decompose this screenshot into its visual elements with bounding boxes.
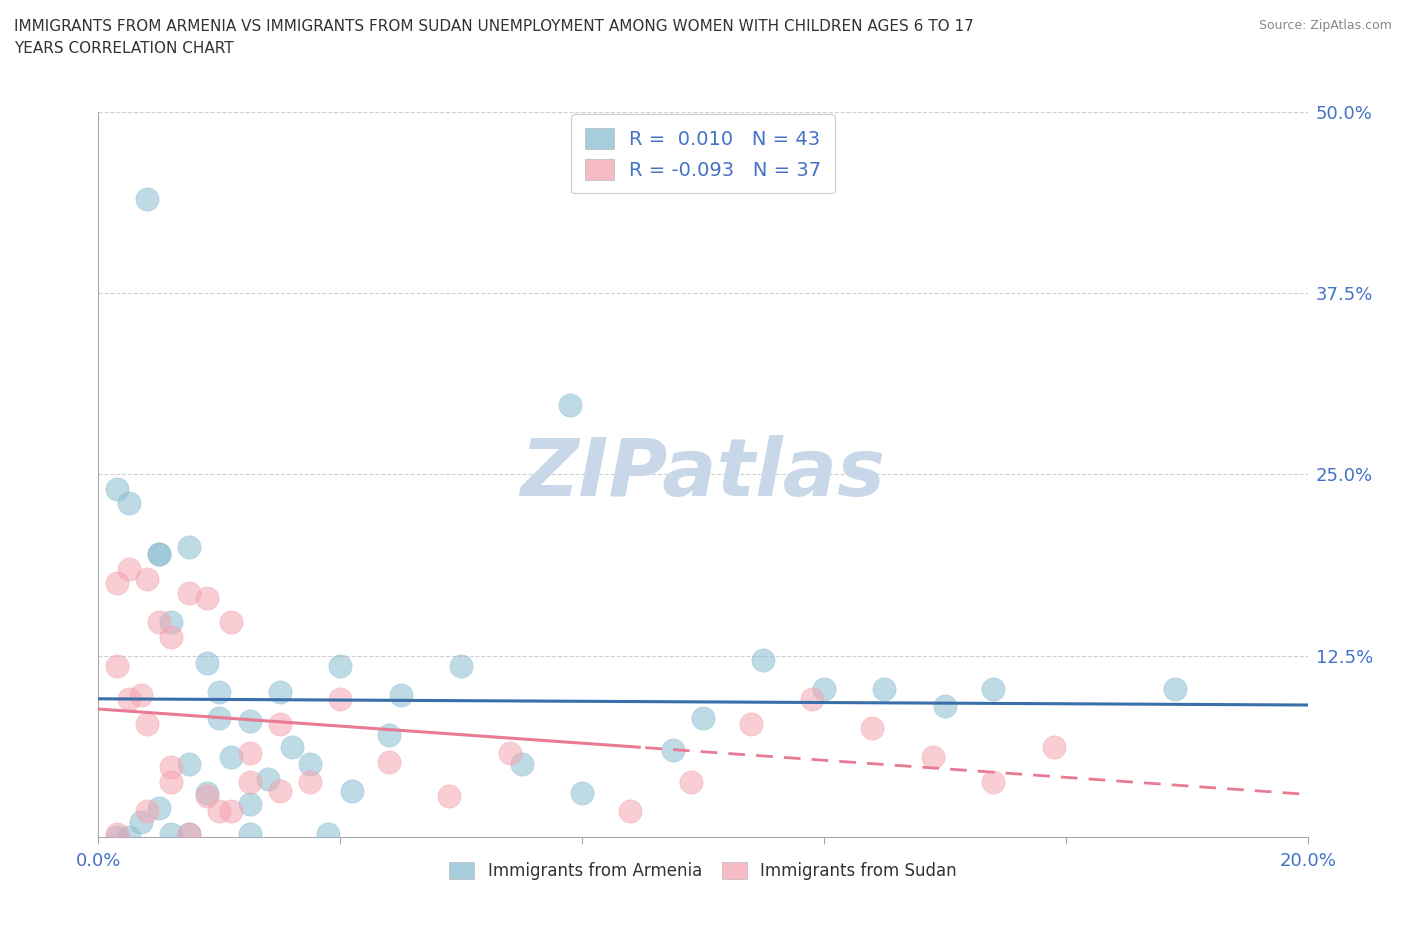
Point — [269, 716, 291, 731]
Text: Source: ZipAtlas.com: Source: ZipAtlas.com — [1258, 19, 1392, 32]
Point — [118, 561, 141, 576]
Text: IMMIGRANTS FROM ARMENIA VS IMMIGRANTS FROM SUDAN UNEMPLOYMENT AMONG WOMEN WITH C: IMMIGRANTS FROM ARMENIA VS IMMIGRANTS FR… — [14, 19, 974, 33]
Point — [299, 757, 322, 772]
Text: ZIPatlas: ZIPatlas — [520, 435, 886, 513]
Point — [558, 397, 581, 412]
Point — [179, 757, 201, 772]
Point — [269, 783, 291, 798]
Point — [135, 804, 157, 818]
Point — [437, 789, 460, 804]
Point — [179, 827, 201, 842]
Point — [329, 692, 352, 707]
Point — [377, 728, 399, 743]
Point — [105, 482, 128, 497]
Point — [377, 754, 399, 769]
Point — [281, 739, 304, 754]
Point — [118, 496, 141, 511]
Point — [981, 682, 1004, 697]
Point — [195, 591, 218, 605]
Point — [873, 682, 896, 697]
Point — [179, 827, 201, 842]
Point — [105, 830, 128, 844]
Point — [160, 775, 183, 790]
Text: YEARS CORRELATION CHART: YEARS CORRELATION CHART — [14, 41, 233, 56]
Point — [160, 630, 183, 644]
Point — [329, 658, 352, 673]
Point — [299, 775, 322, 790]
Point — [208, 684, 231, 699]
Point — [921, 750, 943, 764]
Point — [148, 547, 170, 562]
Point — [195, 786, 218, 801]
Point — [208, 804, 231, 818]
Point — [571, 786, 593, 801]
Point — [661, 742, 683, 757]
Point — [619, 804, 641, 818]
Point — [740, 716, 762, 731]
Point — [860, 721, 883, 736]
Point — [135, 716, 157, 731]
Point — [208, 711, 231, 725]
Point — [342, 783, 364, 798]
Point — [160, 760, 183, 775]
Point — [179, 539, 201, 554]
Point — [105, 576, 128, 591]
Point — [160, 827, 183, 842]
Point — [316, 827, 339, 842]
Point — [813, 682, 835, 697]
Point — [1042, 739, 1064, 754]
Point — [195, 789, 218, 804]
Point — [221, 804, 243, 818]
Point — [256, 772, 278, 787]
Point — [148, 615, 170, 630]
Point — [148, 547, 170, 562]
Point — [510, 757, 533, 772]
Point — [239, 713, 262, 728]
Point — [692, 711, 714, 725]
Point — [179, 586, 201, 601]
Point — [269, 684, 291, 699]
Point — [129, 687, 152, 702]
Point — [135, 571, 157, 586]
Point — [239, 827, 262, 842]
Point — [160, 615, 183, 630]
Point — [239, 796, 262, 811]
Point — [1163, 682, 1185, 697]
Point — [981, 775, 1004, 790]
Point — [498, 746, 520, 761]
Point — [221, 750, 243, 764]
Point — [195, 656, 218, 671]
Point — [800, 692, 823, 707]
Point — [148, 801, 170, 816]
Point — [679, 775, 702, 790]
Point — [752, 653, 775, 668]
Point — [129, 815, 152, 830]
Point — [221, 615, 243, 630]
Point — [934, 699, 956, 714]
Point — [105, 827, 128, 842]
Point — [239, 746, 262, 761]
Point — [118, 692, 141, 707]
Point — [389, 687, 412, 702]
Point — [105, 658, 128, 673]
Point — [450, 658, 472, 673]
Point — [135, 192, 157, 206]
Point — [239, 775, 262, 790]
Point — [118, 830, 141, 844]
Legend: Immigrants from Armenia, Immigrants from Sudan: Immigrants from Armenia, Immigrants from… — [443, 856, 963, 886]
